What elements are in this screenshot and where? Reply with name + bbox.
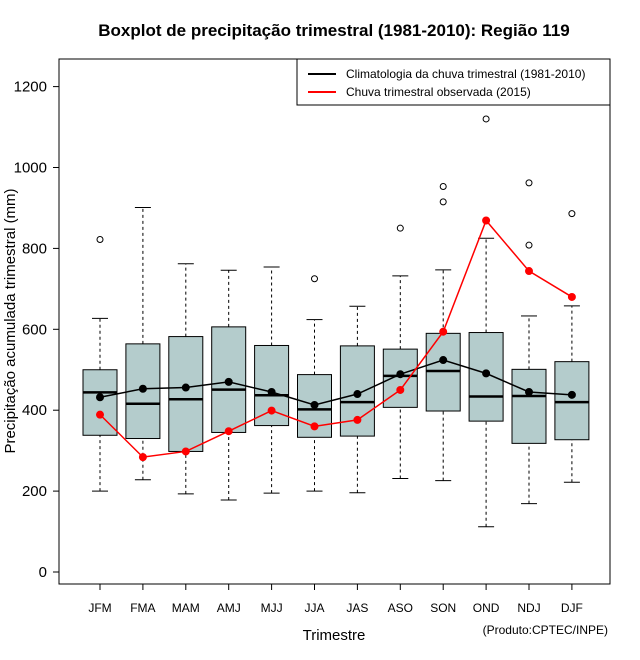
series-line-observed (99, 219, 573, 458)
legend: Climatologia da chuva trimestral (1981-2… (296, 58, 611, 106)
x-tick-label: FMA (130, 601, 155, 615)
series-point-climatology (525, 387, 533, 396)
box-ASO (382, 224, 418, 480)
box-OND (468, 115, 504, 528)
box-MJJ (254, 266, 290, 494)
series-point-climatology (267, 387, 276, 396)
y-tick-label: 200 (22, 483, 47, 500)
legend-label-climatology: Climatologia da chuva trimestral (1981-2… (346, 67, 585, 81)
outlier-point (525, 241, 533, 249)
series-point-climatology (482, 369, 491, 378)
box-JFM (82, 236, 118, 492)
chart-title: Boxplot de precipitação trimestral (1981… (98, 21, 569, 40)
series-point-climatology (96, 393, 104, 402)
series-point-observed (482, 216, 491, 225)
y-tick-label: 1000 (14, 160, 47, 177)
series-point-observed (310, 422, 319, 431)
legend-label-observed: Chuva trimestral observada (2015) (346, 85, 531, 99)
series-point-climatology (181, 383, 190, 392)
outlier-point (568, 210, 576, 218)
x-axis: JFM FMA MAM AMJ MJJ JJA JAS ASO SON OND NDJ DJF (88, 583, 583, 615)
box-NDJ (511, 179, 547, 505)
x-tick-label: MAM (172, 601, 200, 615)
x-tick-label: ASO (388, 601, 413, 615)
series-point-observed (267, 406, 276, 415)
y-axis: 0 200 400 600 800 1000 1200 (14, 79, 60, 581)
box-FMA (125, 207, 161, 481)
outlier-point (96, 236, 104, 244)
box-iqr (511, 368, 547, 444)
y-tick-label: 400 (22, 402, 47, 419)
series-point-climatology (138, 384, 147, 393)
x-tick-label: NDJ (517, 601, 540, 615)
y-tick-label: 1200 (14, 79, 47, 96)
box-MAM (168, 263, 204, 495)
x-tick-label: JAS (346, 601, 368, 615)
series-point-climatology (224, 377, 233, 386)
series-point-observed (181, 447, 190, 456)
series-point-climatology (439, 356, 448, 365)
x-tick-label: SON (430, 601, 456, 615)
series-point-climatology (310, 400, 319, 409)
outlier-point (396, 224, 404, 232)
x-tick-label: DJF (561, 601, 583, 615)
series-point-observed (396, 385, 405, 394)
series-line-climatology (99, 359, 572, 406)
y-tick-label: 800 (22, 240, 47, 257)
series-point-observed (224, 427, 233, 436)
outlier-point (439, 183, 447, 191)
x-tick-label: OND (473, 601, 500, 615)
box-JJA (297, 275, 332, 492)
series-point-observed (353, 415, 362, 424)
y-tick-label: 600 (22, 321, 47, 338)
box-iqr (168, 336, 204, 452)
box-iqr (82, 369, 118, 436)
series-point-observed (439, 327, 448, 336)
outlier-point (311, 275, 318, 283)
boxes (82, 115, 590, 528)
series-point-observed (567, 292, 576, 301)
x-tick-label: JFM (88, 601, 111, 615)
series-point-observed (525, 267, 533, 276)
series-point-observed (96, 410, 104, 419)
x-tick-label: MJJ (261, 601, 283, 615)
series-point-observed (138, 453, 147, 462)
box-JAS (339, 305, 375, 494)
source-caption: (Produto:CPTEC/INPE) (483, 623, 608, 637)
x-tick-label: JJA (304, 601, 324, 615)
box-DJF (554, 210, 590, 483)
box-iqr (297, 374, 332, 438)
series-point-climatology (567, 390, 576, 399)
x-axis-label: Trimestre (303, 627, 366, 644)
legend-box (296, 58, 611, 106)
outlier-point (439, 198, 447, 206)
outlier-point (525, 179, 533, 187)
outlier-point (482, 115, 490, 123)
y-tick-label: 0 (39, 564, 47, 581)
series-point-climatology (396, 370, 405, 379)
series-lines (96, 216, 576, 462)
box-iqr (554, 361, 590, 441)
series-point-climatology (353, 390, 362, 399)
x-tick-label: AMJ (217, 601, 241, 615)
y-axis-label: Precipitação acumulada trimestral (mm) (2, 188, 19, 453)
plot-frame (58, 58, 611, 585)
